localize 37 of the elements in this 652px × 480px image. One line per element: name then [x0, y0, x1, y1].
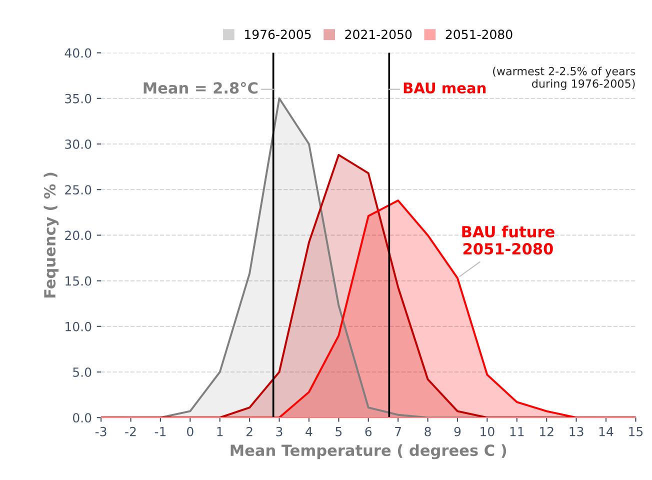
- ref-line-label: Mean = 2.8°C: [144, 82, 258, 94]
- x-axis-title: Mean Temperature ( degrees C ): [230, 444, 506, 460]
- x-tick-label: 2: [246, 426, 252, 436]
- x-tick-label: 0: [187, 426, 194, 436]
- y-tick-label: 40.0: [64, 48, 92, 58]
- legend-label: 1976-2005: [245, 30, 311, 40]
- legend-label: 2051-2080: [446, 30, 512, 40]
- y-tick-label: 30.0: [65, 139, 92, 149]
- x-tick-label: 8: [424, 426, 431, 436]
- y-tick-label: 25.0: [65, 185, 92, 195]
- y-axis-title: Fequency ( % ): [44, 172, 59, 298]
- x-tick-label: 6: [365, 426, 372, 436]
- x-tick-label: 14: [599, 427, 614, 436]
- x-tick-label: 5: [336, 427, 342, 436]
- annotation: BAU future 2051-2080: [462, 226, 554, 255]
- y-tick-label: 5.0: [73, 367, 92, 377]
- ref-line-label: BAU mean: [404, 82, 486, 94]
- y-tick-label: 35.0: [65, 94, 92, 104]
- y-tick-label: 20.0: [65, 230, 92, 240]
- x-tick-label: 7: [395, 427, 401, 436]
- x-tick-label: 9: [454, 426, 461, 436]
- y-tick-label: 0.0: [72, 413, 92, 423]
- y-tick-label: 10.0: [66, 322, 92, 332]
- x-tick-label: 3: [276, 426, 282, 436]
- x-tick-label: -3: [95, 426, 106, 436]
- x-tick-label: 12: [540, 426, 554, 436]
- y-tick-label: 15.0: [66, 276, 92, 286]
- x-tick-label: 13: [570, 426, 584, 436]
- x-tick-label: 1: [217, 427, 223, 436]
- x-tick-label: 10: [480, 426, 494, 436]
- x-tick-label: 11: [510, 427, 524, 436]
- annotation: (warmest 2-2.5% of years during 1976-2005): [493, 66, 636, 90]
- x-tick-label: -2: [125, 426, 136, 436]
- legend-label: 2021-2050: [345, 30, 412, 40]
- x-tick-label: 15: [629, 427, 643, 436]
- x-tick-label: 4: [306, 427, 312, 436]
- x-tick-label: -1: [154, 427, 166, 436]
